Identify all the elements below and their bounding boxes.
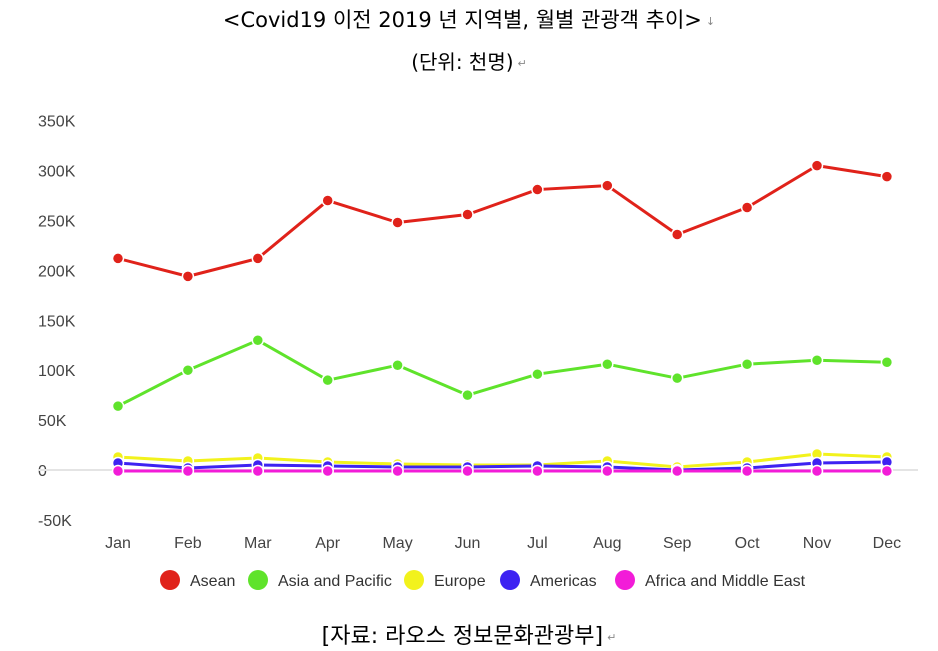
legend-marker	[160, 570, 180, 590]
y-tick-label: -50K	[38, 513, 72, 530]
y-tick-label: 0	[38, 463, 47, 480]
source-note: [자료: 라오스 정보문화관광부] ↵	[0, 618, 938, 650]
x-tick-label: Jun	[455, 535, 481, 552]
data-point	[461, 208, 474, 221]
data-point	[391, 216, 404, 229]
data-point	[531, 367, 544, 381]
series-line	[117, 164, 888, 278]
data-point	[321, 464, 334, 478]
data-point	[461, 388, 474, 402]
legend-label: Asean	[190, 573, 235, 590]
x-tick-label: Oct	[735, 535, 760, 552]
data-point	[740, 201, 754, 214]
x-tick-label: Mar	[244, 535, 272, 552]
line-chart: 350K 300K 250K 200K 150K 100K 50K 0 -50K Jan Feb Ma…	[38, 114, 918, 590]
chart-title: <Covid19 이전 2019 년 지역별, 월별 관광객 추이> ↓	[0, 4, 938, 34]
x-tick-label: Jan	[105, 535, 131, 552]
data-point	[251, 334, 265, 347]
y-tick-label: 300K	[38, 164, 76, 181]
data-point	[461, 464, 474, 478]
data-point	[670, 371, 684, 385]
x-tick-label: Dec	[873, 535, 901, 552]
legend-marker	[500, 570, 520, 590]
data-point	[601, 464, 614, 478]
data-point	[111, 464, 125, 478]
data-point	[740, 464, 754, 478]
legend-marker	[615, 570, 635, 590]
legend-marker	[248, 570, 268, 590]
x-tick-label: Feb	[174, 535, 202, 552]
chart-title-text: <Covid19 이전 2019 년 지역별, 월별 관광객 추이>	[222, 8, 702, 32]
data-point	[810, 353, 824, 367]
x-tick-label: Aug	[593, 535, 621, 552]
data-point	[321, 373, 334, 387]
data-point	[251, 252, 265, 265]
y-tick-label: 100K	[38, 363, 76, 380]
legend-label: Europe	[434, 573, 486, 590]
data-point	[740, 357, 754, 371]
x-tick-label: Sep	[663, 535, 692, 552]
return-mark-icon: ↵	[517, 57, 527, 70]
chart-subtitle: (단위: 천명) ↵	[0, 46, 938, 75]
data-point	[880, 355, 894, 369]
return-mark-icon: ↵	[607, 630, 617, 644]
data-point	[111, 399, 125, 413]
data-point	[880, 170, 894, 183]
legend-marker	[404, 570, 424, 590]
source-text: [자료: 라오스 정보문화관광부]	[321, 624, 604, 649]
data-point	[391, 464, 404, 478]
data-point	[670, 464, 684, 478]
data-point	[810, 464, 824, 478]
data-point	[251, 464, 265, 478]
series-line	[117, 338, 887, 408]
data-point	[181, 464, 195, 478]
x-tick-label: Apr	[315, 535, 341, 552]
data-point	[391, 358, 404, 372]
x-tick-label: Jul	[527, 535, 547, 552]
y-tick-label: 50K	[38, 413, 67, 430]
x-tick-label: May	[382, 535, 412, 552]
data-point	[810, 159, 824, 172]
data-point	[601, 357, 614, 371]
legend-label: Africa and Middle East	[645, 573, 806, 590]
series-line	[117, 460, 887, 472]
return-mark-icon: ↓	[705, 14, 716, 28]
data-point	[880, 464, 894, 478]
y-tick-label: 250K	[38, 214, 76, 231]
chart-subtitle-text: (단위: 천명)	[411, 50, 514, 74]
data-point	[670, 228, 684, 241]
data-point	[531, 183, 544, 196]
data-point	[601, 179, 614, 192]
y-tick-label: 200K	[38, 263, 76, 280]
x-tick-label: Nov	[803, 535, 831, 552]
legend-label: Americas	[530, 573, 597, 590]
y-tick-label: 150K	[38, 313, 76, 330]
data-point	[531, 464, 544, 478]
data-point	[321, 194, 334, 207]
y-tick-label: 350K	[38, 114, 76, 131]
data-point	[111, 252, 125, 265]
legend-label: Asia and Pacific	[278, 573, 392, 590]
data-point	[181, 270, 195, 283]
data-point	[181, 363, 195, 377]
